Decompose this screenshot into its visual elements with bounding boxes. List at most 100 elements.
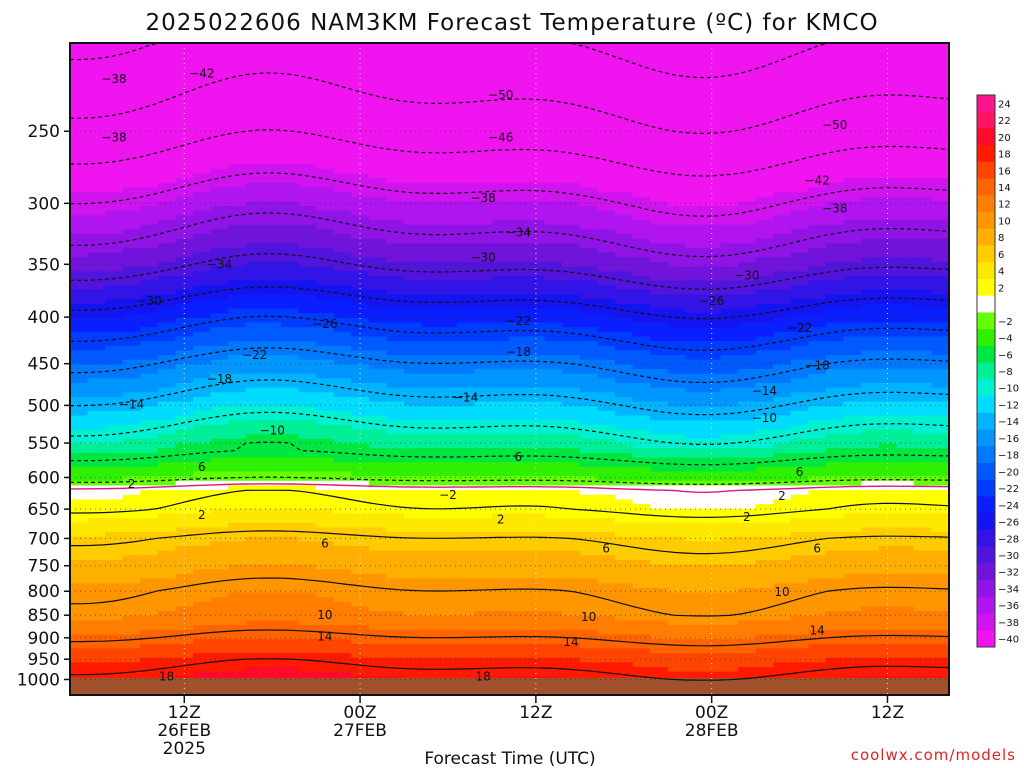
temp-cell (632, 508, 651, 514)
temp-cell (474, 415, 493, 421)
temp-cell (263, 615, 282, 622)
temp-cell (386, 573, 405, 580)
temp-cell (70, 606, 89, 612)
temp-cell (368, 294, 388, 300)
temp-cell (105, 406, 124, 412)
temp-cell (105, 43, 124, 49)
temp-cell (667, 219, 686, 226)
temp-cell (597, 289, 616, 296)
temp-cell (579, 140, 598, 147)
temp-cell (632, 313, 651, 319)
temp-cell (87, 667, 106, 673)
temp-cell (667, 541, 686, 547)
temp-cell (421, 52, 440, 58)
temp-cell (368, 131, 388, 137)
temp-cell (632, 192, 651, 198)
temp-cell (70, 364, 89, 370)
temp-cell (544, 331, 563, 337)
temp-cell (386, 369, 405, 375)
temp-cell (280, 285, 300, 291)
temp-cell (386, 564, 405, 570)
temp-cell (316, 98, 335, 105)
temp-cell (263, 327, 282, 333)
temp-cell (386, 364, 405, 370)
temp-cell (527, 420, 546, 426)
temp-cell (456, 443, 475, 449)
temp-cell (579, 583, 598, 589)
temp-cell (333, 480, 352, 487)
temp-cell (351, 578, 370, 584)
temp-cell (105, 555, 124, 561)
temp-cell (122, 280, 141, 286)
temp-cell (263, 667, 282, 673)
temp-cell (105, 536, 124, 542)
temp-cell (650, 299, 669, 305)
temp-cell (456, 308, 475, 314)
temp-cell (298, 438, 317, 445)
temp-cell (140, 56, 159, 63)
temp-cell (579, 420, 598, 426)
temp-cell (175, 462, 194, 468)
temp-cell (562, 299, 581, 305)
temp-cell (544, 518, 563, 524)
temp-cell (456, 559, 475, 566)
temp-cell (210, 639, 229, 645)
temp-cell (263, 350, 282, 356)
temp-cell (351, 569, 370, 575)
temp-cell (105, 415, 124, 421)
temp-cell (667, 136, 686, 142)
temp-cell (105, 150, 124, 156)
temp-cell (368, 299, 388, 305)
temp-cell (650, 476, 669, 482)
temp-cell (632, 52, 651, 58)
temp-cell (632, 257, 651, 263)
temp-cell (386, 43, 405, 49)
temp-cell (193, 480, 212, 487)
temp-cell (157, 545, 177, 552)
temp-cell (140, 555, 159, 561)
temp-cell (650, 257, 669, 263)
temp-cell (597, 527, 616, 533)
temp-cell (509, 201, 528, 207)
temp-cell (210, 396, 229, 403)
temp-cell (316, 266, 335, 272)
temp-cell (175, 131, 194, 137)
temp-cell (122, 229, 141, 235)
temp-cell (122, 639, 141, 645)
temp-cell (509, 518, 528, 524)
temp-cell (70, 583, 89, 589)
temp-cell (333, 522, 352, 528)
temp-cell (351, 285, 370, 291)
temp-cell (527, 606, 546, 612)
temp-cell (579, 634, 598, 640)
temp-cell (527, 597, 546, 603)
temp-cell (105, 154, 124, 161)
temp-cell (70, 382, 89, 389)
temp-cell (421, 476, 440, 482)
temp-cell (228, 136, 247, 142)
temp-cell (421, 266, 440, 272)
temp-cell (228, 336, 247, 342)
temp-cell (509, 224, 528, 230)
temp-cell (298, 294, 317, 300)
temp-cell (614, 392, 634, 398)
temp-cell (228, 476, 247, 482)
temp-cell (333, 261, 352, 268)
temp-cell (650, 94, 669, 100)
temp-cell (614, 103, 634, 109)
temp-cell (316, 289, 335, 296)
temp-cell (509, 550, 528, 556)
temp-cell (280, 159, 300, 165)
temp-cell (210, 224, 229, 230)
temp-cell (562, 541, 581, 547)
temp-cell (667, 122, 686, 128)
temp-cell (87, 94, 106, 100)
temp-cell (228, 569, 247, 575)
temp-cell (614, 657, 634, 663)
temp-cell (368, 178, 388, 184)
temp-cell (632, 84, 651, 91)
temp-cell (263, 173, 282, 179)
temp-cell (404, 247, 423, 254)
temp-cell (544, 243, 563, 249)
temp-cell (491, 462, 511, 468)
